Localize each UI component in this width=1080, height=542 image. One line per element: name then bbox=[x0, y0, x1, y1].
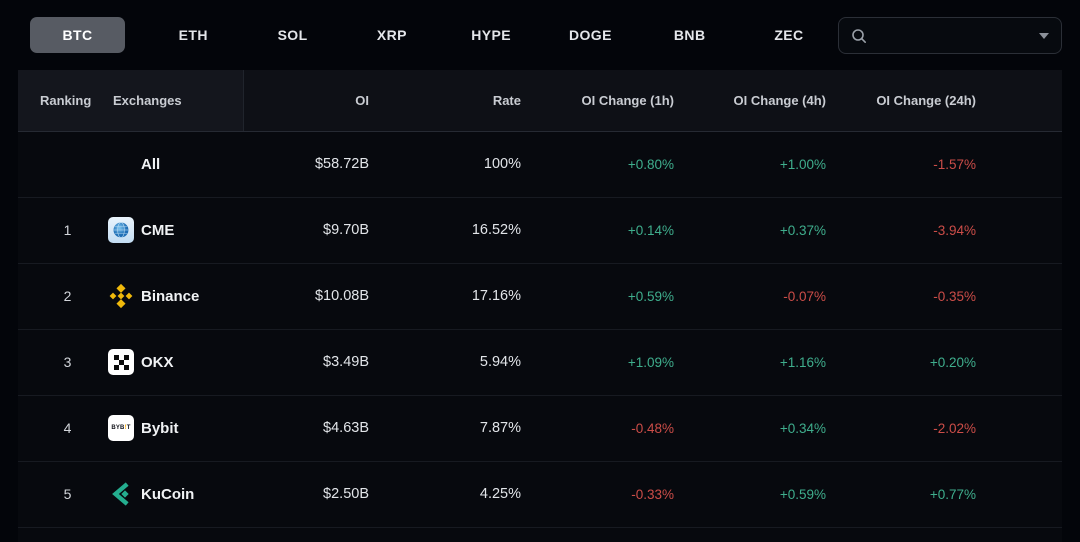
exchange-name: Binance bbox=[141, 287, 200, 305]
tab-bnb[interactable]: BNB bbox=[659, 17, 721, 53]
oi-change-4h-cell: -0.07% bbox=[678, 263, 830, 330]
oi-change-4h-cell: +0.59% bbox=[678, 461, 830, 528]
oi-change-24h-cell: -0.35% bbox=[830, 263, 980, 330]
column-oi: OI bbox=[243, 70, 373, 132]
oi-change-24h-cell: -3.94% bbox=[830, 197, 980, 264]
oi-cell: $3.49B bbox=[243, 329, 373, 396]
tab-doge[interactable]: DOGE bbox=[559, 17, 621, 53]
oi-change-1h-cell: -0.33% bbox=[525, 461, 678, 528]
exchange-name: All bbox=[141, 155, 161, 173]
okx-grid-icon bbox=[108, 349, 134, 375]
oi-change-24h-cell: -2.02% bbox=[830, 395, 980, 462]
table-row-okx[interactable]: 3 OKX $3.49B 5.94% bbox=[18, 329, 1062, 396]
bybit-wordmark-icon: BYB! T bbox=[108, 415, 134, 441]
exchange-name: CME bbox=[141, 221, 175, 239]
tab-hype[interactable]: HYPE bbox=[460, 17, 522, 53]
ranking-cell: 1 bbox=[18, 197, 95, 264]
ranking-cell bbox=[18, 131, 95, 198]
column-ranking: Ranking bbox=[18, 70, 95, 132]
oi-cell: $9.70B bbox=[243, 197, 373, 264]
binance-diamond-icon bbox=[108, 283, 134, 309]
column-spacer bbox=[980, 70, 1062, 132]
coin-tab-bar: BTC ETH SOL XRP HYPE DOGE BNB ZEC bbox=[0, 0, 1080, 70]
coin-search-combobox[interactable] bbox=[838, 17, 1062, 54]
column-rate: Rate bbox=[373, 70, 525, 132]
oi-change-4h-cell: +1.00% bbox=[678, 131, 830, 198]
no-icon bbox=[108, 151, 134, 177]
search-input[interactable] bbox=[875, 28, 1031, 43]
dropdown-caret-icon[interactable] bbox=[1039, 32, 1049, 39]
oi-change-24h-cell: +0.77% bbox=[830, 461, 980, 528]
ranking-cell: 2 bbox=[18, 263, 95, 330]
open-interest-table: Ranking Exchanges OI Rate OI Change (1h)… bbox=[18, 70, 1062, 542]
search-icon bbox=[851, 28, 867, 44]
oi-change-4h-cell: +0.34% bbox=[678, 395, 830, 462]
oi-change-1h-cell: +0.80% bbox=[525, 131, 678, 198]
rate-cell: 100% bbox=[373, 131, 525, 198]
exchange-name: KuCoin bbox=[141, 485, 195, 503]
tab-xrp[interactable]: XRP bbox=[361, 17, 423, 53]
tab-btc[interactable]: BTC bbox=[30, 17, 125, 53]
exchange-name: Bybit bbox=[141, 419, 179, 437]
oi-change-1h-cell: -0.48% bbox=[525, 395, 678, 462]
coin-tabs: BTC ETH SOL XRP HYPE DOGE BNB ZEC bbox=[30, 17, 820, 53]
rate-cell: 16.52% bbox=[373, 197, 525, 264]
column-exchanges: Exchanges bbox=[95, 70, 244, 132]
oi-change-1h-cell: +0.59% bbox=[525, 263, 678, 330]
tab-sol[interactable]: SOL bbox=[262, 17, 324, 53]
oi-cell: $2.50B bbox=[243, 461, 373, 528]
ranking-cell: 5 bbox=[18, 461, 95, 528]
oi-change-24h-cell: +0.20% bbox=[830, 329, 980, 396]
rate-cell: 5.94% bbox=[373, 329, 525, 396]
table-row-binance[interactable]: 2 bbox=[18, 263, 1062, 330]
table-row-cme[interactable]: 1 bbox=[18, 197, 1062, 264]
oi-change-4h-cell: +0.37% bbox=[678, 197, 830, 264]
oi-cell: $4.63B bbox=[243, 395, 373, 462]
ranking-cell: 4 bbox=[18, 395, 95, 462]
oi-change-1h-cell: +1.09% bbox=[525, 329, 678, 396]
column-oi-change-4h: OI Change (4h) bbox=[678, 70, 830, 132]
tab-zec[interactable]: ZEC bbox=[758, 17, 820, 53]
oi-change-1h-cell: +0.14% bbox=[525, 197, 678, 264]
column-oi-change-1h: OI Change (1h) bbox=[525, 70, 678, 132]
table-row-kucoin[interactable]: 5 KuCoin $2. bbox=[18, 461, 1062, 528]
oi-change-24h-cell: -1.57% bbox=[830, 131, 980, 198]
cme-globe-icon bbox=[108, 217, 134, 243]
rate-cell: 4.25% bbox=[373, 461, 525, 528]
oi-change-4h-cell: +1.16% bbox=[678, 329, 830, 396]
table-row-all[interactable]: All $58.72B 100% +0.80% +1.00% -1.57% bbox=[18, 131, 1062, 198]
ranking-cell: 3 bbox=[18, 329, 95, 396]
column-oi-change-24h: OI Change (24h) bbox=[830, 70, 980, 132]
table-row-bybit[interactable]: 4 BYB! T Bybit $4.63B 7.87% -0.48% +0.34%… bbox=[18, 395, 1062, 462]
rate-cell: 17.16% bbox=[373, 263, 525, 330]
oi-cell: $58.72B bbox=[243, 131, 373, 198]
tab-eth[interactable]: ETH bbox=[162, 17, 224, 53]
table-header-row: Ranking Exchanges OI Rate OI Change (1h)… bbox=[18, 70, 1062, 132]
oi-cell: $10.08B bbox=[243, 263, 373, 330]
rate-cell: 7.87% bbox=[373, 395, 525, 462]
kucoin-k-icon bbox=[108, 481, 134, 507]
exchange-name: OKX bbox=[141, 353, 174, 371]
